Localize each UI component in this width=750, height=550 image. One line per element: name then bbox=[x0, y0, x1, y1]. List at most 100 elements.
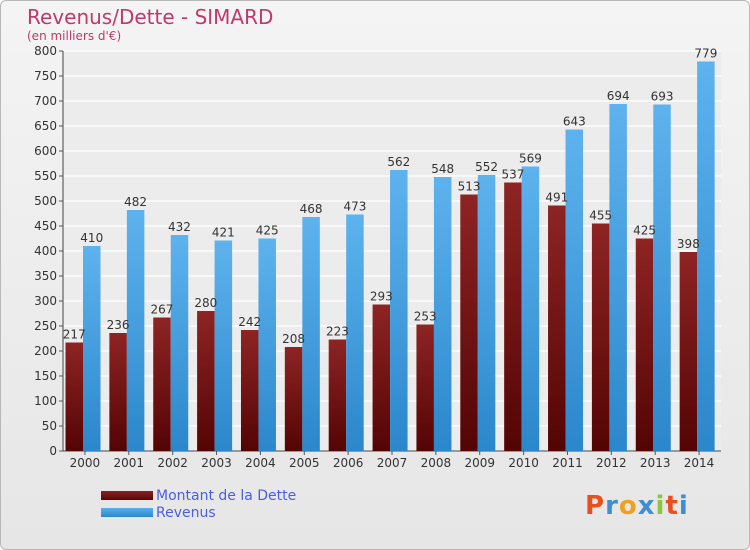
bar-revenue bbox=[258, 238, 276, 451]
data-label-debt: 537 bbox=[501, 168, 524, 182]
y-tick-label: 100 bbox=[34, 394, 57, 408]
chart-title: Revenus/Dette - SIMARD bbox=[27, 5, 274, 29]
legend-swatch-debt bbox=[101, 491, 153, 500]
x-tick-label: 2004 bbox=[245, 456, 276, 470]
bar-debt bbox=[240, 330, 259, 451]
proxiti-logo: Proxiti bbox=[585, 491, 689, 521]
data-label-revenue: 694 bbox=[607, 89, 630, 103]
logo-letter: x bbox=[637, 491, 656, 521]
y-tick-label: 500 bbox=[34, 194, 57, 208]
bar-revenue bbox=[609, 104, 627, 451]
logo-letter: r bbox=[605, 491, 619, 521]
y-tick-label: 400 bbox=[34, 244, 57, 258]
bar-debt bbox=[153, 317, 171, 451]
bar-revenue bbox=[302, 217, 320, 451]
data-label-debt: 242 bbox=[238, 315, 261, 329]
data-label-debt: 491 bbox=[545, 191, 568, 205]
data-label-revenue: 473 bbox=[343, 200, 366, 214]
x-tick-label: 2009 bbox=[464, 456, 495, 470]
legend-swatch-revenue bbox=[101, 508, 153, 517]
y-tick-label: 450 bbox=[34, 219, 57, 233]
bar-revenue bbox=[697, 61, 715, 451]
legend-label-debt: Montant de la Dette bbox=[156, 487, 297, 504]
bar-revenue bbox=[653, 104, 671, 451]
data-label-revenue: 468 bbox=[300, 202, 323, 216]
data-label-revenue: 779 bbox=[694, 47, 717, 61]
y-tick-label: 700 bbox=[34, 94, 57, 108]
data-label-debt: 513 bbox=[458, 180, 481, 194]
x-tick-label: 2011 bbox=[552, 456, 583, 470]
data-label-debt: 425 bbox=[633, 224, 656, 238]
y-tick-label: 200 bbox=[34, 344, 57, 358]
data-label-debt: 236 bbox=[107, 318, 130, 332]
y-tick-label: 600 bbox=[34, 144, 57, 158]
logo-letter: i bbox=[678, 491, 689, 521]
data-label-revenue: 562 bbox=[387, 155, 410, 169]
logo-letter: P bbox=[585, 491, 606, 521]
x-tick-label: 2003 bbox=[201, 456, 232, 470]
bar-revenue bbox=[83, 246, 101, 451]
chart-legend: Montant de la Dette Revenus bbox=[101, 487, 296, 521]
bar-revenue bbox=[214, 240, 233, 451]
bar-revenue bbox=[521, 166, 540, 451]
y-tick-label: 350 bbox=[34, 269, 57, 283]
data-label-revenue: 569 bbox=[519, 152, 542, 166]
bar-debt bbox=[65, 342, 83, 451]
logo-letter: i bbox=[655, 491, 666, 521]
data-label-debt: 253 bbox=[414, 310, 437, 324]
bar-debt bbox=[460, 194, 478, 451]
data-label-revenue: 693 bbox=[651, 90, 674, 104]
data-label-debt: 293 bbox=[370, 290, 393, 304]
y-tick-label: 300 bbox=[34, 294, 57, 308]
data-label-revenue: 410 bbox=[80, 231, 103, 245]
data-label-revenue: 425 bbox=[256, 224, 279, 238]
data-label-debt: 208 bbox=[282, 332, 305, 346]
y-tick-label: 550 bbox=[34, 169, 57, 183]
y-tick-label: 650 bbox=[34, 119, 57, 133]
bar-debt bbox=[284, 347, 303, 451]
bar-debt bbox=[109, 333, 127, 451]
data-label-revenue: 421 bbox=[212, 226, 235, 240]
chart-subtitle: (en milliers d'€) bbox=[27, 29, 122, 43]
bar-debt bbox=[679, 252, 698, 451]
x-tick-label: 2010 bbox=[508, 456, 539, 470]
bar-debt bbox=[635, 238, 654, 451]
bar-debt bbox=[591, 223, 610, 451]
legend-item-debt: Montant de la Dette bbox=[101, 487, 296, 504]
x-tick-label: 2002 bbox=[157, 456, 188, 470]
x-tick-label: 2007 bbox=[377, 456, 408, 470]
x-tick-label: 2005 bbox=[289, 456, 320, 470]
data-label-debt: 280 bbox=[194, 296, 217, 310]
data-label-revenue: 548 bbox=[431, 162, 454, 176]
x-tick-label: 2012 bbox=[596, 456, 627, 470]
data-label-revenue: 482 bbox=[124, 195, 147, 209]
bar-debt bbox=[197, 311, 215, 451]
y-tick-label: 250 bbox=[34, 319, 57, 333]
legend-item-revenue: Revenus bbox=[101, 504, 296, 521]
x-tick-label: 2008 bbox=[421, 456, 452, 470]
bar-debt bbox=[504, 182, 522, 451]
data-label-debt: 398 bbox=[677, 237, 700, 251]
logo-letter: o bbox=[618, 491, 638, 521]
data-label-debt: 217 bbox=[63, 328, 86, 342]
x-tick-label: 2006 bbox=[333, 456, 364, 470]
x-tick-label: 2014 bbox=[684, 456, 715, 470]
bar-revenue bbox=[565, 129, 584, 451]
x-tick-label: 2000 bbox=[70, 456, 101, 470]
data-label-debt: 455 bbox=[589, 209, 612, 223]
bar-revenue bbox=[126, 210, 145, 451]
data-label-debt: 267 bbox=[151, 303, 174, 317]
bar-revenue bbox=[346, 214, 364, 451]
bar-revenue bbox=[433, 177, 452, 451]
data-label-debt: 223 bbox=[326, 325, 349, 339]
bar-revenue bbox=[170, 235, 189, 451]
y-tick-label: 50 bbox=[42, 419, 57, 433]
bar-debt bbox=[372, 304, 391, 451]
y-tick-label: 150 bbox=[34, 369, 57, 383]
logo-letter: t bbox=[665, 491, 679, 521]
bar-debt bbox=[328, 339, 347, 451]
bar-revenue bbox=[390, 170, 408, 451]
bar-debt bbox=[548, 205, 566, 451]
